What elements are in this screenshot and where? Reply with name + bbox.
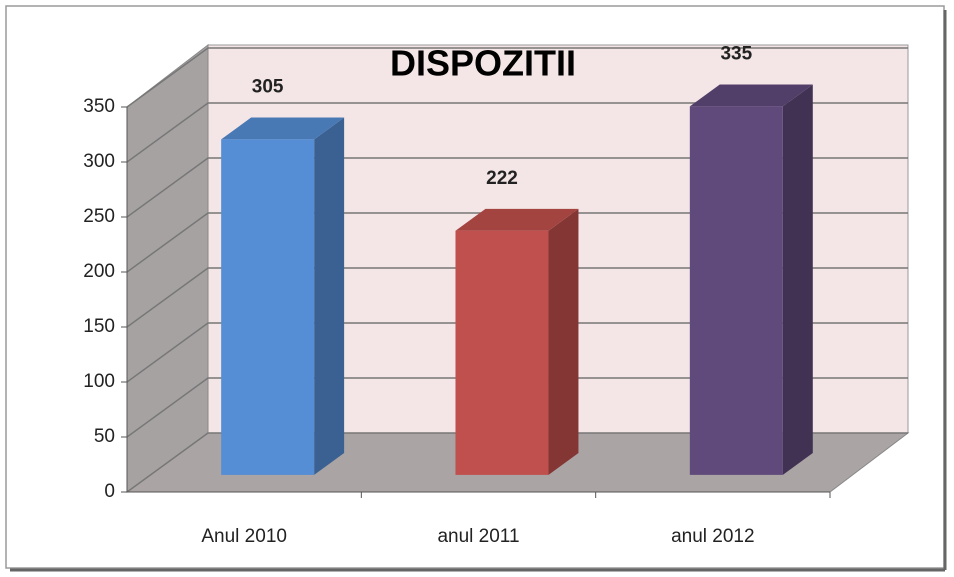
y-tick-label: 300 bbox=[83, 151, 115, 172]
bar-side bbox=[548, 208, 579, 475]
grid-line bbox=[126, 47, 908, 108]
value-label: 222 bbox=[486, 168, 518, 189]
bar bbox=[221, 139, 315, 475]
y-tick-label: 250 bbox=[83, 206, 115, 227]
grid-line bbox=[126, 102, 908, 163]
y-tick-label: 200 bbox=[83, 261, 115, 282]
value-label: 305 bbox=[252, 77, 284, 98]
bar bbox=[689, 106, 783, 475]
y-tick-label: 50 bbox=[94, 426, 115, 447]
y-tick-label: 350 bbox=[83, 96, 115, 117]
bar-top bbox=[455, 208, 579, 231]
grid-line bbox=[126, 212, 908, 273]
grid-line bbox=[126, 267, 908, 328]
y-tick-label: 100 bbox=[83, 371, 115, 392]
bar-side bbox=[314, 117, 345, 475]
value-label: 335 bbox=[720, 44, 752, 65]
x-tick-label: anul 2012 bbox=[671, 526, 754, 547]
chart-title: DISPOZITII bbox=[390, 43, 576, 84]
y-tick-label: 0 bbox=[104, 481, 115, 502]
y-tick-label: 150 bbox=[83, 316, 115, 337]
bar bbox=[455, 230, 549, 475]
grid bbox=[126, 47, 908, 493]
bar-top bbox=[221, 117, 345, 140]
grid-line bbox=[126, 432, 908, 493]
x-tick-label: Anul 2010 bbox=[201, 526, 287, 547]
x-tick-label: anul 2011 bbox=[437, 526, 519, 547]
grid-line bbox=[126, 322, 908, 383]
grid-line bbox=[126, 157, 908, 218]
grid-line bbox=[126, 377, 908, 438]
bar-side bbox=[782, 84, 813, 475]
bar-top bbox=[689, 84, 813, 107]
